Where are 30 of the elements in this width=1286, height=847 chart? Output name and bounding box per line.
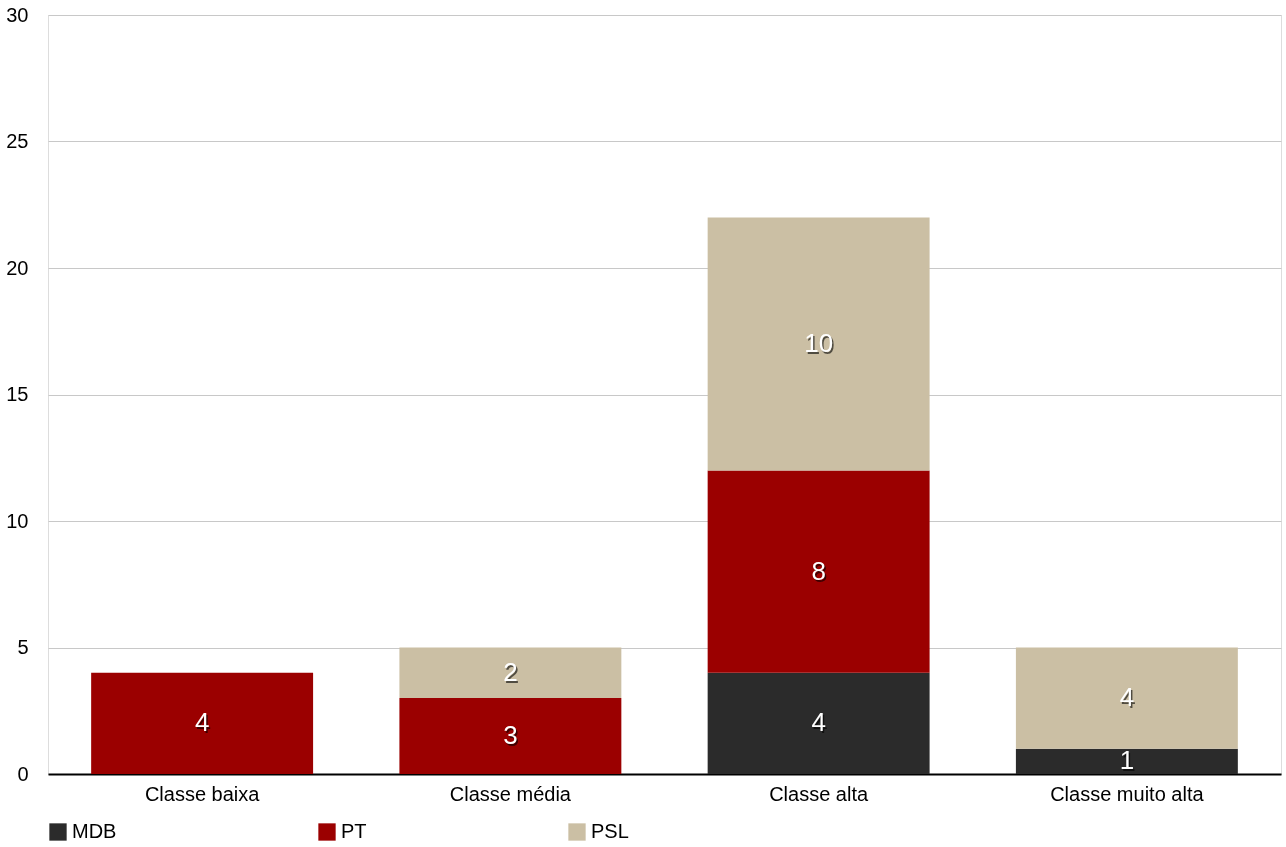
data-label: 10 bbox=[804, 327, 834, 358]
data-label: 2 bbox=[503, 656, 518, 687]
x-tick-label: Classe baixa bbox=[144, 782, 261, 805]
y-tick-label: 15 bbox=[6, 383, 29, 405]
bar bbox=[399, 647, 622, 699]
bar bbox=[707, 217, 930, 471]
y-tick-label: 0 bbox=[17, 762, 29, 785]
bar bbox=[1015, 647, 1238, 749]
x-tick-label: Classe alta bbox=[769, 782, 869, 805]
y-tick-label: 20 bbox=[6, 256, 29, 279]
legend-label: MDB bbox=[72, 820, 117, 842]
bar bbox=[91, 672, 314, 774]
x-tick-label: Classe muito alta bbox=[1050, 782, 1205, 805]
y-tick-label: 5 bbox=[17, 636, 29, 658]
data-label: 3 bbox=[503, 720, 518, 751]
data-label: 4 bbox=[1119, 682, 1135, 713]
x-tick-label: Classe média bbox=[449, 782, 572, 805]
legend-label: PT bbox=[341, 820, 367, 842]
bar bbox=[1015, 748, 1238, 774]
data-label: 4 bbox=[194, 707, 210, 738]
data-label: 8 bbox=[811, 555, 826, 586]
y-tick-label: 30 bbox=[6, 3, 29, 26]
data-label: 1 bbox=[1121, 747, 1136, 778]
bar bbox=[707, 672, 930, 774]
bar bbox=[399, 698, 622, 774]
y-tick-label: 25 bbox=[6, 130, 29, 152]
bar bbox=[707, 470, 930, 673]
data-label: 4 bbox=[811, 707, 826, 738]
y-tick-label: 10 bbox=[6, 509, 29, 532]
legend-label: PSL bbox=[591, 820, 629, 842]
